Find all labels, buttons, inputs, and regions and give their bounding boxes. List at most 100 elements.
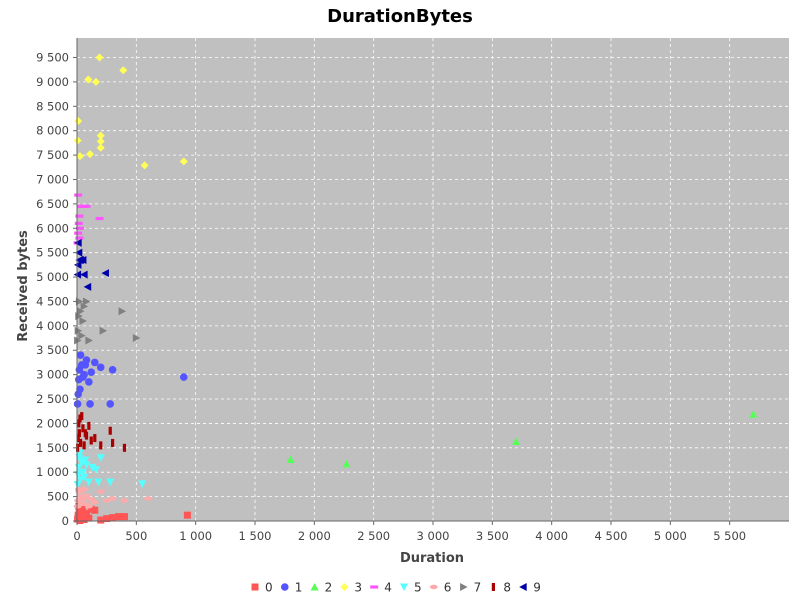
data-point [75,443,80,452]
data-point [286,455,295,464]
x-axis-ticks: 0 500 1 000 1 500 2 000 2 500 3 000 3 500 4 000 4… [73,521,746,543]
data-point [81,361,90,369]
data-point [83,282,92,291]
data-point [91,358,99,367]
x-tick-label: 4 500 [595,529,628,543]
x-tick-label: 4 000 [535,529,568,543]
data-point [82,297,91,306]
y-tick-label: 0 [62,514,69,528]
data-point [84,478,93,486]
data-point [79,316,87,325]
data-point [75,236,84,240]
x-tick-label: 5 500 [713,529,746,543]
data-point [342,459,351,468]
legend-label: 6 [444,581,452,595]
data-point [74,248,83,257]
data-point [78,331,86,340]
data-point [74,116,83,125]
legend-item-5: 5 [400,581,422,595]
legend-marker [370,585,379,589]
y-tick-label: 6 500 [36,197,69,211]
data-point [77,307,85,316]
data-point [91,77,100,86]
legend-item-0: 0 [251,581,273,595]
data-point [749,410,758,418]
legend: 0 1 2 3 4 5 6 7 8 9 [251,581,541,595]
y-tick-label: 5 500 [36,246,69,260]
data-point [132,334,141,343]
data-point [87,368,96,376]
data-point [140,161,149,170]
data-point [81,501,90,507]
data-point [90,500,99,505]
data-point [80,516,88,524]
y-tick-label: 4 500 [36,294,69,308]
data-point [74,221,83,225]
data-point [96,489,105,494]
legend-marker [429,584,438,590]
x-tick-label: 5 000 [654,529,687,543]
y-tick-label: 3 000 [36,368,69,382]
x-tick-label: 1 500 [239,529,272,543]
data-point [86,150,95,159]
data-point [78,496,87,502]
data-point [103,515,111,523]
data-point [115,513,123,521]
legend-label: 4 [384,581,392,595]
data-point [79,508,87,516]
data-point [86,400,94,408]
data-point [96,143,105,152]
data-point [78,414,82,423]
data-point [179,157,188,166]
data-point [87,505,95,513]
y-tick-label: 1 000 [36,465,69,479]
data-point [78,255,87,264]
legend-marker [519,583,527,591]
data-point [84,75,93,84]
data-point [96,131,105,140]
data-point [91,466,100,474]
data-point [82,204,91,208]
legend-label: 8 [503,581,511,595]
x-tick-label: 3 500 [476,529,509,543]
data-point [106,400,115,408]
y-axis-label: Received bytes [16,230,31,342]
data-point [76,434,80,443]
data-point [93,434,97,443]
series-8 [75,412,127,452]
data-point [108,496,117,501]
legend-item-4: 4 [370,581,392,595]
data-point [80,302,89,311]
data-point [87,421,91,430]
data-point [89,436,93,445]
y-tick-label: 7 000 [36,172,69,186]
data-point [82,441,86,450]
y-tick-label: 9 000 [36,75,69,89]
data-point [120,498,129,503]
data-point [76,385,84,394]
x-tick-label: 2 500 [357,529,390,543]
data-point [101,269,109,278]
legend-marker [251,583,259,591]
data-point [85,378,93,386]
data-point [108,426,112,435]
data-point [73,400,82,408]
data-point [95,216,104,221]
x-tick-label: 0 [73,529,80,543]
data-point [78,468,87,477]
data-point [88,463,97,472]
legend-label: 9 [533,581,541,595]
data-point [111,438,115,447]
legend-marker [281,583,289,591]
legend-item-1: 1 [281,581,302,595]
data-point [75,297,84,306]
legend-item-7: 7 [460,581,481,595]
data-point [78,438,83,447]
legend-marker [460,583,468,591]
data-point [82,493,91,498]
data-point [80,473,89,482]
legend-label: 7 [474,581,482,595]
y-tick-label: 4 000 [36,319,69,333]
legend-item-6: 6 [429,581,452,595]
